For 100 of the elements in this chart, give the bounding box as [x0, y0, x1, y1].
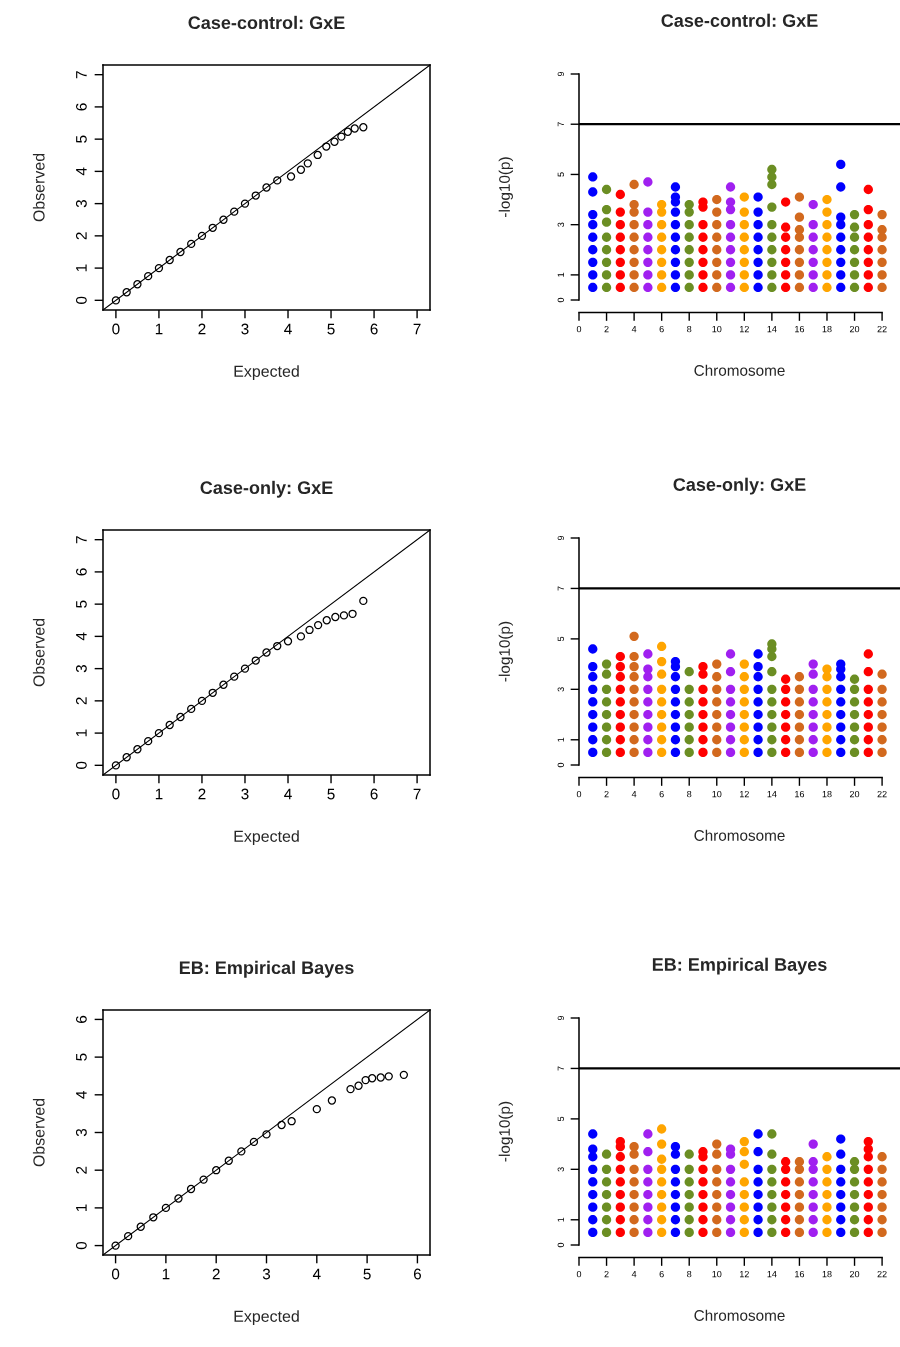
- x-tick-label: 4: [284, 323, 292, 335]
- x-tick-label: 14: [767, 326, 777, 333]
- x-tick-label: 16: [795, 790, 805, 798]
- y-tick-label: 1: [76, 1204, 87, 1211]
- x-tick-label: 3: [262, 1268, 271, 1280]
- x-tick-label: 6: [370, 323, 378, 335]
- y-axis-title: Observed: [32, 618, 45, 687]
- x-tick-label: 6: [413, 1268, 421, 1280]
- x-tick-label: 1: [155, 323, 163, 335]
- y-tick-label: 4: [76, 167, 87, 176]
- y-tick-label: 1: [76, 264, 87, 272]
- x-tick-label: 18: [822, 1270, 832, 1278]
- x-tick-label: 12: [739, 1270, 749, 1278]
- x-tick-label: 16: [795, 1270, 805, 1278]
- y-tick-label: 9: [557, 535, 565, 541]
- y-tick-label: 0: [557, 297, 565, 303]
- x-tick-label: 10: [712, 325, 722, 333]
- x-tick-label: 8: [687, 790, 692, 798]
- y-axis-title: -log10(p): [498, 1101, 513, 1162]
- x-tick-label: 8: [687, 325, 692, 333]
- x-tick-label: 18: [822, 790, 832, 798]
- x-tick-label: 7: [413, 788, 421, 800]
- y-tick-label: 0: [75, 761, 87, 769]
- x-tick-label: 6: [659, 790, 664, 798]
- x-tick-label: 7: [413, 323, 421, 335]
- y-tick-label: 1: [76, 729, 87, 737]
- x-tick-label: 20: [849, 1270, 860, 1278]
- y-tick-label: 1: [557, 272, 564, 277]
- y-tick-label: 3: [75, 665, 87, 673]
- x-tick-label: 14: [767, 791, 777, 798]
- x-tick-label: 5: [327, 323, 335, 335]
- x-axis-title: Chromosome: [694, 1309, 785, 1321]
- x-tick-label: 2: [604, 790, 609, 798]
- x-tick-label: 3: [241, 788, 249, 800]
- chart-title: Case-only: GxE: [200, 480, 333, 498]
- x-tick-label: 5: [363, 1268, 371, 1280]
- chart-title: EB: Empirical Bayes: [179, 960, 354, 978]
- y-tick-label: 3: [557, 222, 565, 227]
- x-tick-label: 3: [241, 323, 249, 335]
- x-tick-label: 22: [877, 325, 887, 333]
- y-tick-label: 7: [76, 536, 87, 544]
- y-axis-title: -log10(p): [498, 157, 513, 217]
- x-tick-label: 2: [212, 1268, 220, 1280]
- y-tick-label: 2: [75, 232, 87, 240]
- x-tick-label: 4: [631, 1271, 637, 1278]
- x-tick-label: 0: [576, 1270, 582, 1278]
- x-axis-title: Expected: [234, 1310, 299, 1326]
- y-tick-label: 3: [557, 687, 565, 692]
- y-tick-label: 5: [557, 1116, 565, 1122]
- x-tick-label: 4: [631, 326, 637, 333]
- y-tick-label: 1: [557, 737, 564, 742]
- chart-title: Case-control: GxE: [188, 15, 345, 30]
- x-tick-label: 4: [631, 791, 637, 798]
- y-tick-label: 1: [557, 1217, 564, 1222]
- x-tick-label: 2: [604, 1270, 609, 1278]
- x-tick-label: 14: [767, 1271, 777, 1278]
- x-tick-label: 2: [198, 788, 206, 800]
- y-tick-label: 2: [75, 1166, 87, 1174]
- x-tick-label: 4: [312, 1268, 321, 1280]
- x-tick-label: 10: [712, 1270, 722, 1278]
- x-tick-label: 18: [822, 325, 832, 333]
- y-tick-label: 9: [557, 71, 565, 77]
- y-tick-label: 6: [75, 568, 87, 576]
- y-tick-label: 5: [557, 636, 565, 642]
- x-tick-label: 0: [111, 1268, 120, 1280]
- x-tick-label: 20: [849, 790, 860, 798]
- y-tick-label: 7: [557, 586, 564, 591]
- x-tick-label: 0: [112, 323, 120, 335]
- x-tick-label: 6: [370, 788, 378, 800]
- y-tick-label: 5: [76, 1053, 87, 1061]
- chart-title: EB: Empirical Bayes: [652, 957, 827, 975]
- x-tick-label: 10: [712, 790, 722, 798]
- x-tick-label: 0: [576, 790, 582, 798]
- y-tick-label: 3: [557, 1167, 565, 1172]
- y-axis-title: Observed: [32, 153, 45, 222]
- y-tick-label: 4: [76, 1091, 87, 1099]
- y-tick-label: 2: [75, 697, 87, 705]
- y-axis-title: -log10(p): [498, 621, 513, 682]
- y-tick-label: 6: [75, 103, 87, 111]
- y-tick-label: 0: [75, 1241, 87, 1250]
- y-tick-label: 6: [75, 1015, 87, 1023]
- x-tick-label: 1: [155, 788, 163, 800]
- x-tick-label: 8: [687, 1270, 692, 1278]
- x-tick-label: 0: [112, 788, 120, 800]
- y-axis-title: Observed: [32, 1098, 45, 1167]
- y-tick-label: 0: [557, 762, 565, 768]
- x-tick-label: 12: [739, 790, 749, 798]
- x-tick-label: 20: [849, 325, 860, 333]
- y-tick-label: 3: [75, 200, 87, 208]
- y-tick-label: 5: [76, 135, 87, 143]
- x-tick-label: 1: [162, 1268, 170, 1280]
- x-tick-label: 22: [877, 1270, 887, 1278]
- y-tick-label: 5: [557, 172, 565, 177]
- y-tick-label: 0: [75, 296, 87, 304]
- y-tick-label: 9: [557, 1015, 565, 1021]
- x-tick-label: 6: [659, 1270, 664, 1278]
- y-tick-label: 3: [75, 1128, 87, 1137]
- x-tick-label: 2: [198, 323, 206, 335]
- x-axis-title: Chromosome: [694, 829, 785, 841]
- y-tick-label: 7: [76, 71, 87, 79]
